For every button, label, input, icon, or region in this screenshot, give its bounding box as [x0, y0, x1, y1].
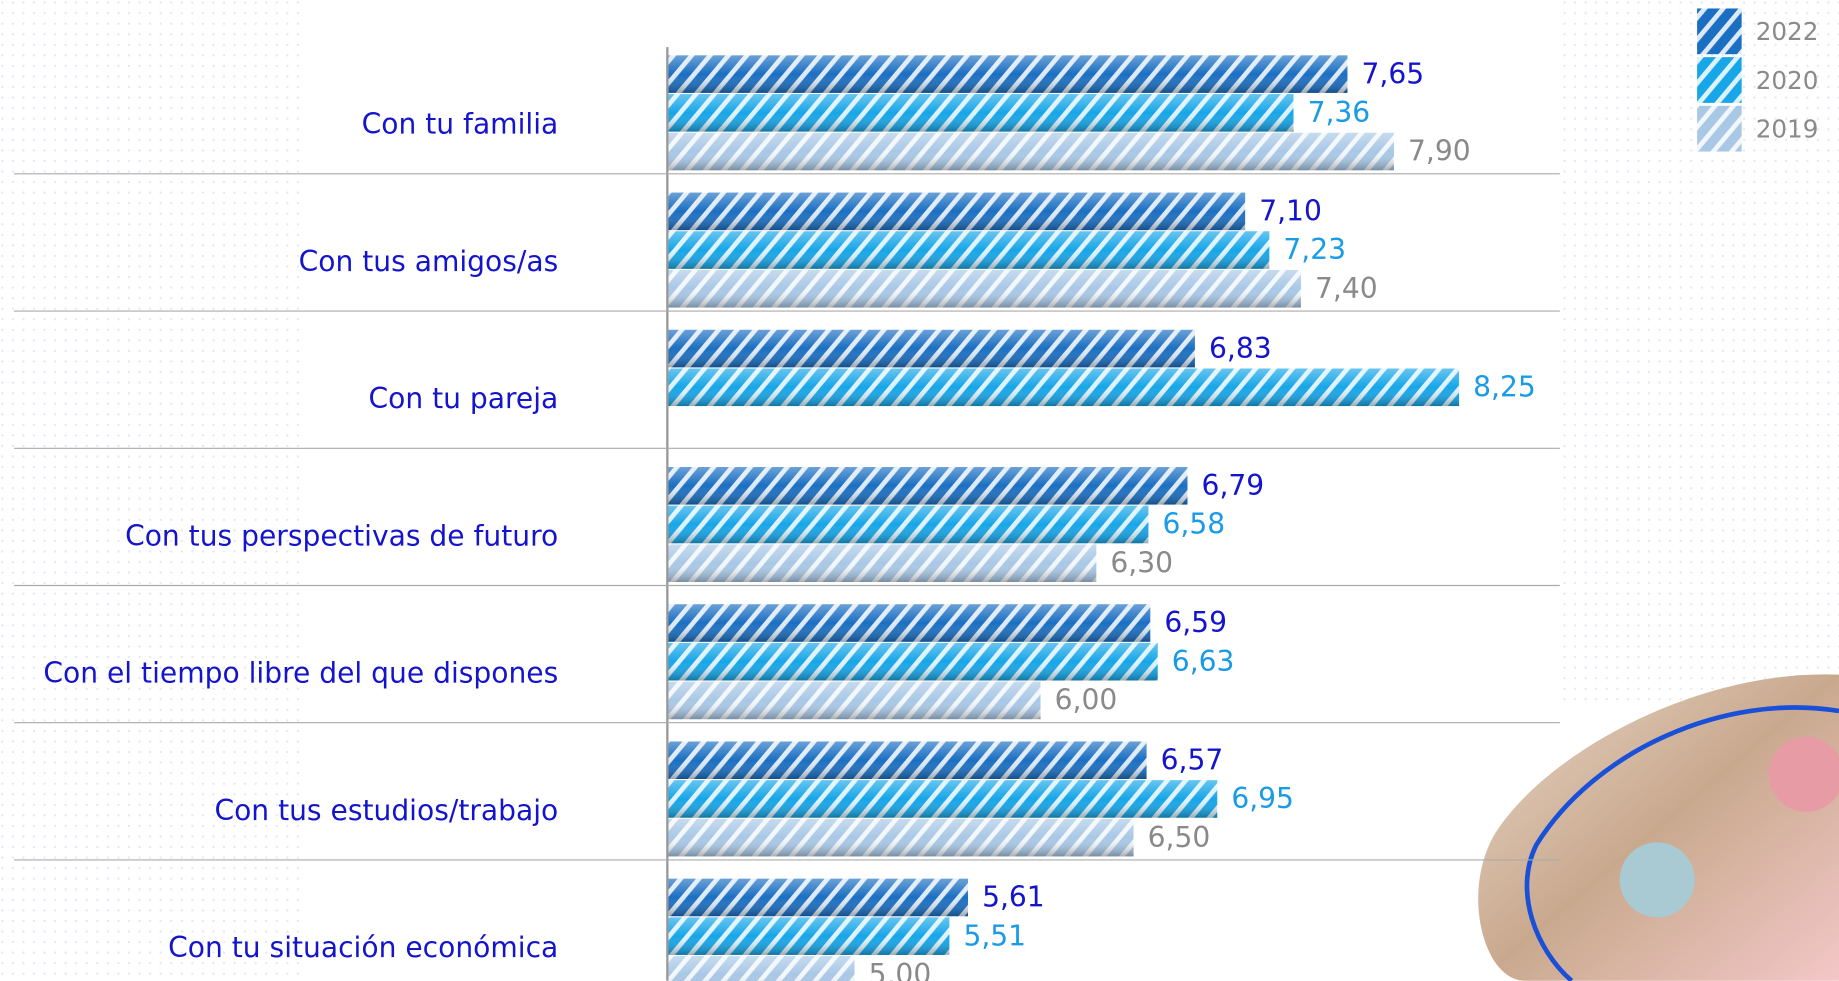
category-label: Con tu situación económica — [168, 931, 558, 964]
photo — [1478, 674, 1839, 981]
value-label: 6,50 — [1148, 821, 1211, 854]
value-label: 6,83 — [1209, 332, 1272, 365]
bar-shade — [668, 55, 1348, 93]
value-label: 7,65 — [1362, 57, 1425, 90]
photo-outline — [1524, 705, 1839, 981]
category-label: Con tus amigos/as — [299, 245, 559, 278]
value-label: 5,61 — [982, 881, 1045, 914]
bar-shade — [668, 741, 1147, 780]
bar-shade — [668, 192, 1246, 231]
category-label: Con tus estudios/trabajo — [214, 794, 558, 827]
value-label: 8,25 — [1473, 370, 1536, 403]
bar-shade — [668, 780, 1218, 818]
bar-shade — [668, 818, 1134, 857]
value-label: 7,23 — [1283, 233, 1346, 266]
balloon — [1768, 736, 1839, 812]
background-dots — [0, 0, 305, 981]
value-label: 6,00 — [1055, 684, 1118, 717]
value-label: 6,79 — [1202, 469, 1265, 502]
bar-shade — [668, 467, 1188, 505]
bar-shade — [668, 917, 950, 955]
legend-swatch — [1697, 8, 1742, 55]
legend-swatch — [1697, 57, 1742, 103]
bar-shade — [668, 132, 1394, 171]
bar-shade — [668, 604, 1151, 642]
balloon — [1619, 842, 1695, 918]
legend-swatch — [1697, 105, 1742, 152]
bar-shade — [668, 642, 1158, 681]
bar-shade — [668, 231, 1270, 269]
value-label: 5,00 — [869, 958, 932, 981]
value-label: 6,59 — [1164, 606, 1227, 639]
value-label: 6,30 — [1110, 546, 1173, 579]
value-label: 7,10 — [1259, 195, 1322, 228]
value-label: 5,51 — [963, 919, 1026, 952]
value-label: 6,58 — [1162, 508, 1225, 541]
legend-label: 2020 — [1756, 66, 1819, 95]
bar-shade — [668, 94, 1294, 132]
bar-shade — [668, 329, 1195, 368]
bar-shade — [668, 368, 1460, 407]
legend-label: 2022 — [1756, 17, 1819, 46]
bar-shade — [668, 505, 1149, 544]
bar-shade — [668, 270, 1301, 308]
value-label: 6,95 — [1231, 782, 1294, 815]
bar-shade — [668, 681, 1041, 720]
bar-shade — [668, 544, 1097, 582]
category-label: Con tu familia — [362, 108, 559, 141]
category-label: Con tu pareja — [368, 382, 558, 415]
value-label: 6,63 — [1172, 645, 1235, 678]
value-label: 7,90 — [1408, 135, 1471, 168]
value-label: 7,40 — [1315, 272, 1378, 305]
bar-shade — [668, 878, 968, 917]
category-label: Con el tiempo libre del que dispones — [43, 657, 558, 690]
legend-label: 2019 — [1756, 114, 1819, 143]
value-label: 6,57 — [1161, 743, 1224, 776]
value-label: 7,36 — [1308, 96, 1371, 129]
category-label: Con tus perspectivas de futuro — [125, 519, 558, 552]
bar-shade — [668, 956, 855, 981]
